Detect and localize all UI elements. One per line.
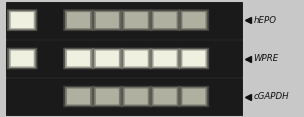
Text: hEPO: hEPO [253,16,276,25]
FancyBboxPatch shape [65,49,92,68]
FancyBboxPatch shape [7,48,37,69]
FancyBboxPatch shape [11,51,34,66]
FancyBboxPatch shape [96,51,119,66]
FancyBboxPatch shape [150,9,180,31]
FancyBboxPatch shape [63,48,94,69]
FancyBboxPatch shape [67,51,90,66]
Bar [6,78,242,115]
FancyBboxPatch shape [96,89,119,104]
FancyBboxPatch shape [11,12,34,28]
FancyBboxPatch shape [94,49,121,68]
FancyBboxPatch shape [125,51,148,66]
FancyBboxPatch shape [92,9,123,31]
FancyBboxPatch shape [150,86,180,107]
FancyBboxPatch shape [92,48,123,69]
FancyBboxPatch shape [154,51,177,66]
FancyBboxPatch shape [154,12,177,28]
FancyBboxPatch shape [94,87,121,106]
FancyBboxPatch shape [181,49,207,68]
Bar [6,40,242,77]
FancyBboxPatch shape [67,89,90,104]
FancyBboxPatch shape [182,12,206,28]
FancyBboxPatch shape [96,12,119,28]
FancyBboxPatch shape [121,9,151,31]
FancyBboxPatch shape [7,9,37,31]
FancyBboxPatch shape [92,86,123,107]
FancyBboxPatch shape [152,11,178,30]
FancyBboxPatch shape [154,89,177,104]
FancyBboxPatch shape [182,51,206,66]
FancyBboxPatch shape [67,12,90,28]
FancyBboxPatch shape [121,86,151,107]
FancyBboxPatch shape [63,86,94,107]
FancyBboxPatch shape [179,48,209,69]
FancyBboxPatch shape [65,11,92,30]
FancyBboxPatch shape [123,87,150,106]
FancyBboxPatch shape [9,11,36,30]
FancyBboxPatch shape [179,86,209,107]
FancyBboxPatch shape [182,89,206,104]
FancyBboxPatch shape [125,89,148,104]
FancyBboxPatch shape [123,11,150,30]
FancyBboxPatch shape [63,9,94,31]
Text: cGAPDH: cGAPDH [253,92,289,101]
Text: WPRE: WPRE [253,54,278,63]
FancyBboxPatch shape [181,11,207,30]
FancyBboxPatch shape [179,9,209,31]
FancyBboxPatch shape [94,11,121,30]
FancyBboxPatch shape [152,87,178,106]
FancyBboxPatch shape [125,12,148,28]
Bar [6,2,242,39]
FancyBboxPatch shape [121,48,151,69]
FancyBboxPatch shape [150,48,180,69]
FancyBboxPatch shape [65,87,92,106]
FancyBboxPatch shape [181,87,207,106]
FancyBboxPatch shape [123,49,150,68]
FancyBboxPatch shape [9,49,36,68]
FancyBboxPatch shape [152,49,178,68]
